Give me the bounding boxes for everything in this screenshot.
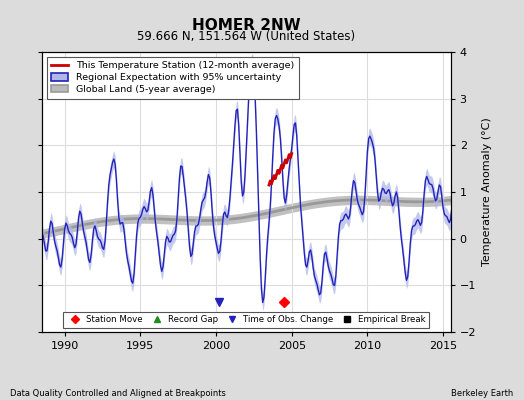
Text: 59.666 N, 151.564 W (United States): 59.666 N, 151.564 W (United States) — [137, 30, 355, 43]
Text: HOMER 2NW: HOMER 2NW — [192, 18, 301, 33]
Y-axis label: Temperature Anomaly (°C): Temperature Anomaly (°C) — [482, 118, 492, 266]
Legend: Station Move, Record Gap, Time of Obs. Change, Empirical Break: Station Move, Record Gap, Time of Obs. C… — [63, 312, 429, 328]
Text: Data Quality Controlled and Aligned at Breakpoints: Data Quality Controlled and Aligned at B… — [10, 389, 226, 398]
Text: Berkeley Earth: Berkeley Earth — [451, 389, 514, 398]
